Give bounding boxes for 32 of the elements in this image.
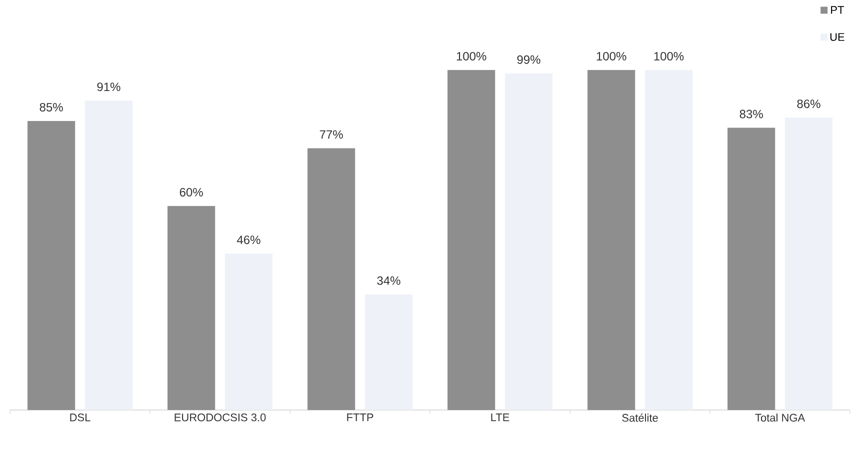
data-label: 60% xyxy=(180,188,203,196)
bar xyxy=(504,73,553,410)
data-label: 46% xyxy=(236,236,260,244)
bar xyxy=(224,254,273,410)
data-label: 100% xyxy=(654,52,684,60)
data-label: 100% xyxy=(456,52,486,60)
x-tick-label: DSL xyxy=(70,414,90,422)
data-label: 83% xyxy=(740,110,763,118)
bar xyxy=(84,100,132,410)
bar xyxy=(28,120,76,410)
legend-label: PT xyxy=(831,6,844,14)
data-label: 77% xyxy=(320,130,343,139)
data-label: 34% xyxy=(377,276,400,285)
bar xyxy=(728,128,776,410)
bar xyxy=(644,70,693,410)
x-tick-label: FTTP xyxy=(347,414,374,422)
bar xyxy=(308,148,356,410)
data-label: 100% xyxy=(596,52,626,60)
bar xyxy=(588,70,636,410)
x-tick-label: EURODOCSIS 3.0 xyxy=(174,414,266,422)
x-tick-label: LTE xyxy=(491,414,510,422)
x-tick-label: Total NGA xyxy=(755,414,806,422)
legend-label: UE xyxy=(830,33,844,41)
bar xyxy=(364,294,413,410)
bar xyxy=(168,206,216,410)
data-label: 99% xyxy=(517,55,540,64)
bar xyxy=(448,70,496,410)
x-tick-label: Satélite xyxy=(622,414,658,422)
data-label: 91% xyxy=(97,82,120,92)
data-label: 85% xyxy=(40,102,63,112)
data-label: 86% xyxy=(797,100,820,108)
bar xyxy=(784,118,833,410)
